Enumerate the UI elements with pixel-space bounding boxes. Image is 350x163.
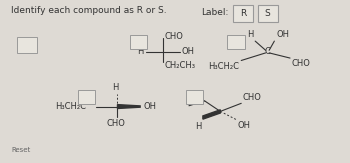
Text: CHO: CHO: [106, 119, 125, 128]
Text: H: H: [195, 122, 201, 131]
Text: OH: OH: [238, 121, 251, 130]
Text: H: H: [113, 83, 119, 92]
FancyBboxPatch shape: [186, 90, 203, 104]
FancyBboxPatch shape: [233, 5, 253, 22]
Text: OH: OH: [276, 30, 289, 39]
Text: R: R: [240, 9, 246, 18]
Text: H₃CH₂C: H₃CH₂C: [55, 102, 86, 111]
Polygon shape: [118, 105, 140, 109]
Text: R: R: [136, 37, 141, 46]
FancyBboxPatch shape: [17, 37, 37, 53]
FancyBboxPatch shape: [228, 35, 245, 49]
Polygon shape: [203, 110, 220, 119]
Text: CHO: CHO: [292, 59, 311, 68]
Text: S: S: [192, 92, 197, 101]
Text: OH: OH: [182, 47, 195, 56]
Text: S: S: [265, 9, 271, 18]
Text: C: C: [265, 47, 270, 56]
Text: Reset: Reset: [11, 147, 30, 153]
Text: H₃CH₂C: H₃CH₂C: [208, 62, 239, 71]
FancyBboxPatch shape: [258, 5, 278, 22]
Text: H: H: [247, 30, 253, 39]
Text: OH: OH: [144, 102, 157, 111]
Text: S: S: [84, 92, 89, 101]
Text: H: H: [137, 47, 144, 56]
Text: CHO: CHO: [243, 93, 262, 102]
Text: CHO: CHO: [164, 32, 183, 41]
FancyBboxPatch shape: [130, 35, 147, 49]
Text: Identify each compound as R or S.: Identify each compound as R or S.: [11, 6, 167, 15]
Text: Label:: Label:: [201, 8, 229, 17]
FancyBboxPatch shape: [78, 90, 94, 104]
Text: R: R: [233, 37, 239, 46]
Text: CH₂CH₃: CH₂CH₃: [164, 61, 196, 70]
